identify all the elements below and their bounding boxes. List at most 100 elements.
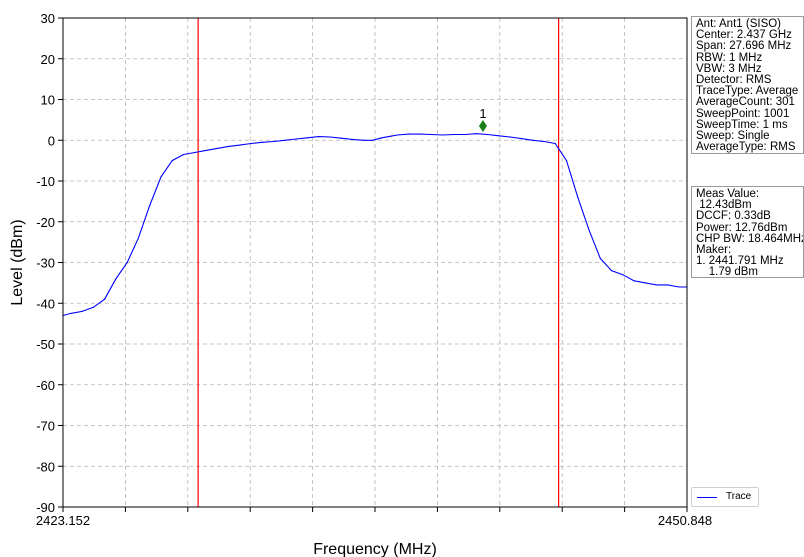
trace-point [137,237,140,239]
y-tick-label: -90 [36,500,55,515]
trace-point [656,284,658,286]
trace-point [340,137,342,139]
trace-point [610,270,613,272]
settings-line: SweepPoint: 1001 [696,107,790,120]
trace-point [372,139,374,141]
trace-point [565,160,568,162]
trace-point [273,140,275,143]
y-tick-label: -50 [36,337,55,352]
measurement-line: 12.43dBm [696,199,752,212]
trace-point [194,151,196,154]
trace-point [633,280,635,282]
x-tick-label: 2423.152 [36,513,90,528]
y-tick-label: 20 [41,52,55,67]
trace-point [498,135,500,137]
trace-point [644,282,646,284]
settings-line: Sweep: Single [696,130,770,143]
measurement-panel: Meas Value: 12.43dBm DCCF: 0.33dB Power: 1… [691,186,804,278]
trace-point [678,286,680,288]
trace-point [306,137,309,139]
trace-point [92,306,94,308]
marker-diamond [478,119,487,132]
marker-label: 1 [479,106,486,121]
settings-line: AverageCount: 301 [696,96,795,109]
legend-swatch [697,497,717,498]
trace-point [318,135,320,138]
trace-point [216,147,218,149]
trace-point [363,139,365,141]
y-tick-label: -60 [36,378,55,393]
trace-line [62,133,687,317]
legend: Trace [691,487,759,507]
trace-point [509,136,511,138]
trace-point [464,133,466,136]
trace-point [126,261,128,264]
trace-point [396,134,399,136]
measurement-line: 1. 2441.791 MHz [696,255,784,268]
y-tick-label: -30 [36,256,55,271]
y-tick-label: -70 [36,419,55,434]
settings-line: Center: 2.437 GHz [696,29,792,42]
trace-point [295,138,297,140]
trace-point [239,144,241,146]
y-tick-label: -20 [36,215,55,230]
settings-panel: Ant: Ant1 (SISO) Center: 2.437 GHz Span: 2… [691,16,804,154]
trace-point [182,153,185,156]
trace-point [667,284,669,286]
trace-point [577,196,579,198]
trace-point [408,133,410,135]
x-axis-label: Frequency (MHz) [313,541,437,557]
trace-point [554,142,556,145]
trace-point [250,142,252,145]
trace-point [430,133,432,136]
settings-line: SweepTime: 1 ms [696,118,788,131]
plot-frame [62,17,688,508]
trace-point [284,139,286,141]
trace-point [487,133,489,136]
trace-point [390,135,392,137]
trace-point [227,145,230,147]
trace-point [520,138,523,140]
trace-point [205,149,207,152]
trace-point [261,141,263,143]
measurement-line: Maker: [696,244,732,257]
trace-point [160,176,162,178]
y-tick-label: -40 [36,296,55,311]
trace-point [441,134,444,136]
y-tick-label: 10 [41,93,55,108]
settings-line: RBW: 1 MHz [696,51,763,64]
y-tick-label: 0 [48,133,55,148]
trace-point [622,274,624,276]
trace-point [329,136,331,138]
trace-point [104,298,106,300]
trace-point [419,133,421,135]
settings-line: Ant: Ant1 (SISO) [696,18,782,30]
measurement-line: CHP BW: 18.464MHz [696,232,804,245]
settings-line: Span: 27.696 MHz [696,40,792,53]
trace-point [543,140,545,143]
y-tick-label: -80 [36,459,55,474]
y-tick-label: 30 [41,11,55,26]
x-tick-label: 2450.848 [658,513,712,528]
trace-point [599,257,601,260]
trace-point [381,137,383,139]
settings-line: AverageType: RMS [696,141,796,154]
trace-point [81,310,83,312]
trace-point [115,278,117,280]
measurement-line: DCCF: 0.33dB [696,210,771,223]
trace-point [149,204,151,207]
trace-point [532,139,534,141]
settings-line: VBW: 3 MHz [696,62,762,75]
trace-point [475,133,477,135]
measurement-line: Power: 12.76dBm [696,221,788,234]
trace-point [453,133,455,136]
measurement-line: Meas Value: [696,188,760,200]
y-tick-label: -10 [36,174,55,189]
settings-line: Detector: RMS [696,74,772,87]
settings-line: TraceType: Average [696,85,799,98]
y-axis-label: Level (dBm) [9,219,26,305]
trace-point [70,312,72,315]
trace-point [588,229,590,231]
measurement-line: 1.79 dBm [696,266,759,278]
